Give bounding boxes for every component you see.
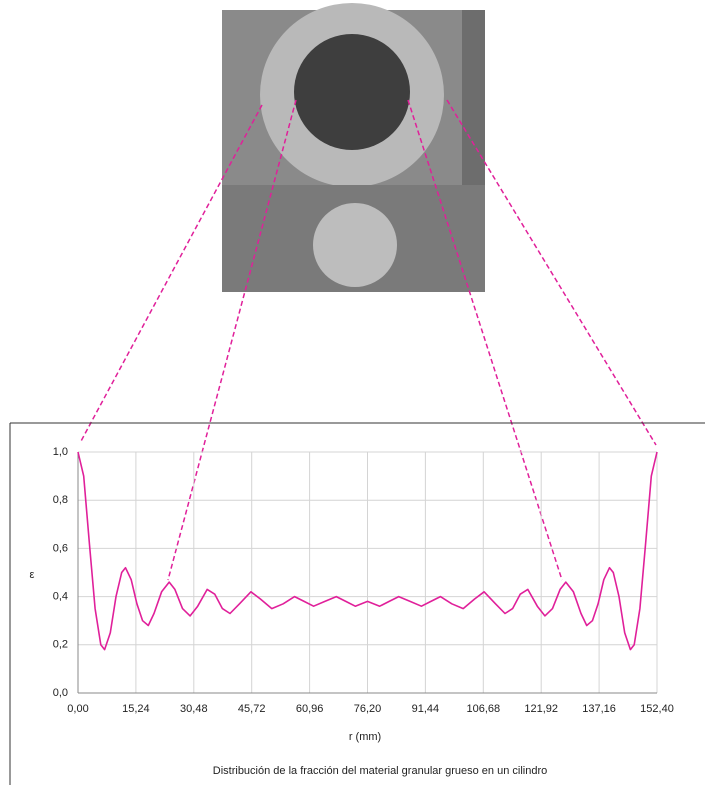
- x-tick-label: 137,16: [582, 703, 616, 715]
- x-tick-label: 121,92: [524, 703, 558, 715]
- x-tick-label: 30,48: [180, 703, 208, 715]
- cylinder-hole: [294, 34, 410, 150]
- cylinder-core: [313, 203, 397, 287]
- guide-line: [446, 99, 657, 446]
- photo: [222, 3, 485, 292]
- x-tick-label: 15,24: [122, 703, 150, 715]
- x-tick-label: 60,96: [296, 703, 324, 715]
- x-axis-label: r (mm): [349, 731, 381, 743]
- photo-edge: [462, 10, 485, 185]
- x-tick-label: 76,20: [354, 703, 382, 715]
- x-tick-label: 0,00: [67, 703, 88, 715]
- y-tick-label: 1,0: [53, 446, 68, 458]
- guide-line: [167, 99, 297, 581]
- y-tick-label: 0,4: [53, 591, 68, 603]
- x-tick-label: 106,68: [466, 703, 500, 715]
- y-tick-label: 0,2: [53, 639, 68, 651]
- caption: Distribución de la fracción del material…: [213, 765, 547, 777]
- x-tick-label: 91,44: [412, 703, 440, 715]
- data-line: [77, 451, 658, 651]
- x-tick-label: 152,40: [640, 703, 674, 715]
- y-tick-label: 0,8: [53, 494, 68, 506]
- y-tick-label: 0,0: [53, 687, 68, 699]
- y-axis-label: ε: [30, 569, 35, 581]
- x-tick-label: 45,72: [238, 703, 266, 715]
- y-tick-label: 0,6: [53, 542, 68, 554]
